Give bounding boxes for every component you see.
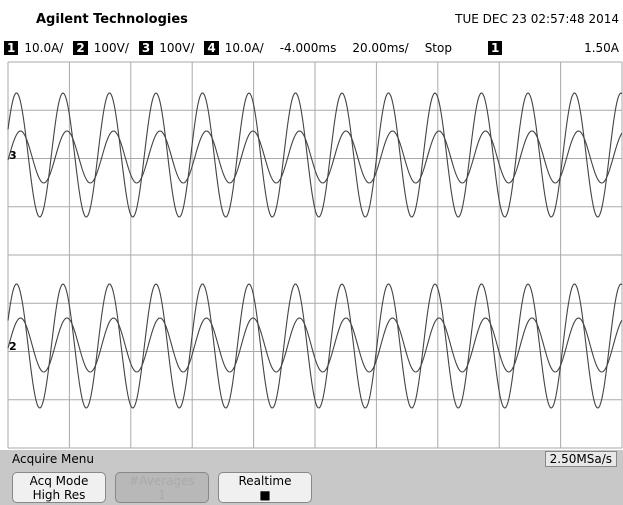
graticule: 32 xyxy=(7,61,623,449)
softkey-value: 1 xyxy=(158,488,166,502)
waveform xyxy=(7,130,623,184)
datetime: TUE DEC 23 02:57:48 2014 xyxy=(455,12,619,26)
menu-title: Acquire Menu xyxy=(12,452,94,466)
run-state: Stop xyxy=(424,41,452,55)
channel-number: 3 xyxy=(138,41,154,55)
waveform xyxy=(7,283,623,409)
softkey: #Averages 1 xyxy=(115,472,209,503)
channel-scale: 10.0A/ xyxy=(24,41,64,55)
channel-marker: 3 xyxy=(9,149,17,162)
softkey[interactable]: Realtime ■ xyxy=(218,472,312,503)
channel-number: 4 xyxy=(204,41,219,55)
trigger-level: 1.50A xyxy=(584,41,619,55)
channel-number: 2 xyxy=(73,41,88,55)
softkey-menu: Acquire Menu 2.50MSa/s Acq Mode High Res #… xyxy=(0,450,623,505)
softkey-label: #Averages xyxy=(129,474,195,488)
softkey-value: High Res xyxy=(32,488,86,502)
brand: Agilent Technologies xyxy=(36,12,188,27)
waveform xyxy=(7,317,623,373)
softkey-value: ■ xyxy=(259,488,271,502)
channel-scale: 10.0A/ xyxy=(224,41,264,55)
softkey-label: Realtime xyxy=(238,474,292,488)
softkey[interactable]: Acq Mode High Res xyxy=(12,472,106,503)
sample-rate: 2.50MSa/s xyxy=(544,451,617,467)
status-bar: 1 10.0A/2 100V/3 100V/4 10.0A/ -4.000ms 20.00m… xyxy=(0,38,623,58)
channel-number: 1 xyxy=(4,41,19,55)
channel-scale: 100V/ xyxy=(159,41,195,55)
trigger-source: 1 xyxy=(487,41,503,55)
softkey-label: Acq Mode xyxy=(29,474,89,488)
channel-scale: 100V/ xyxy=(93,41,129,55)
delay: -4.000ms xyxy=(279,41,337,55)
waveform xyxy=(7,92,623,218)
channel-marker: 2 xyxy=(9,340,17,353)
header: Agilent Technologies TUE DEC 23 02:57:48… xyxy=(0,0,623,34)
timebase: 20.00ms/ xyxy=(352,41,409,55)
